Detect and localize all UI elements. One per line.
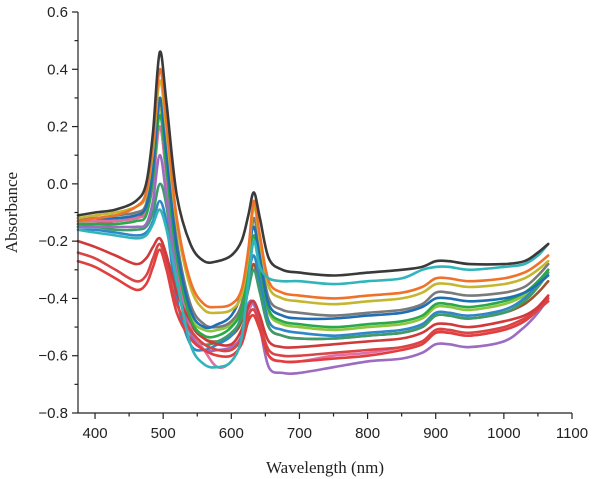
series-lines (76, 50, 550, 375)
x-tick-label: 600 (219, 425, 244, 442)
x-tick-label: 900 (423, 425, 448, 442)
x-tick-label: 1100 (556, 425, 588, 442)
x-tick-label: 800 (355, 425, 380, 442)
series-line (76, 182, 550, 347)
y-axis-title: Absorbance (2, 172, 21, 253)
y-tick-label: 0.6 (47, 4, 68, 21)
y-tick-label: 0.2 (47, 119, 68, 136)
series-line (76, 153, 550, 375)
x-tick-label: 400 (83, 425, 108, 442)
y-tick-label: 0.0 (47, 176, 68, 193)
x-tick-label: 500 (151, 425, 176, 442)
series-line (76, 242, 550, 358)
x-tick-label: 700 (287, 425, 312, 442)
series-line (76, 208, 550, 369)
series-line (76, 248, 550, 364)
series-line (76, 236, 550, 349)
series-line (76, 96, 550, 330)
x-axis-title: Wavelength (nm) (266, 458, 384, 477)
ticks: 400 500 600 700 800 900 1000 1100 −0.8 −0.6 −0.4 −0… (38, 4, 588, 442)
x-tick-label: 1000 (487, 425, 520, 442)
y-tick-label: −0.2 (38, 233, 68, 250)
series-line (76, 50, 550, 277)
y-tick-label: −0.4 (38, 290, 68, 307)
y-tick-label: −0.6 (38, 348, 68, 365)
y-tick-label: 0.4 (47, 61, 68, 78)
y-tick-label: −0.8 (38, 405, 68, 422)
